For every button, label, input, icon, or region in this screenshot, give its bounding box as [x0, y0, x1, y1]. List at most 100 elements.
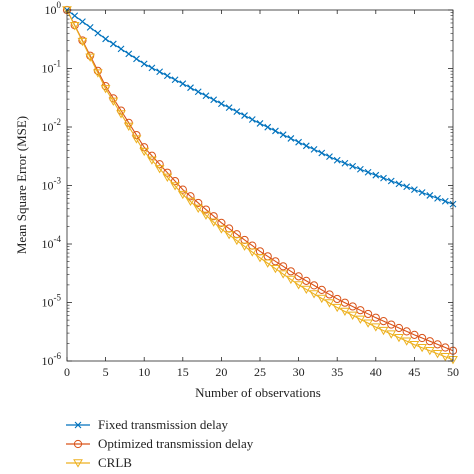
data-point	[301, 285, 312, 295]
data-point	[185, 197, 196, 207]
legend-label: CRLB	[98, 455, 132, 470]
x-tick-label: 45	[408, 365, 420, 379]
x-tick-label: 5	[103, 365, 109, 379]
data-point	[247, 248, 258, 257]
y-tick-label: 10-6	[42, 351, 62, 368]
data-point	[395, 180, 403, 188]
data-point	[332, 303, 343, 313]
data-point	[340, 298, 350, 307]
legend-entry-0: Fixed transmission delay	[66, 417, 228, 432]
x-tick-label: 50	[447, 365, 459, 379]
data-point	[117, 45, 125, 53]
data-point	[147, 156, 157, 165]
data-point	[426, 192, 434, 199]
data-point	[356, 306, 365, 315]
data-point	[133, 55, 140, 63]
data-point	[356, 165, 364, 173]
data-point	[372, 171, 380, 179]
legend-marker	[73, 459, 83, 468]
data-point	[93, 69, 103, 78]
axes: 0 5 10 15 20 25 30 35 40 45 50 100 10-1 10-2 10-3 10-4 1…	[42, 0, 460, 379]
data-point	[108, 97, 119, 106]
data-point	[233, 108, 241, 116]
plot-background	[67, 10, 453, 361]
data-point	[279, 131, 287, 139]
data-point	[340, 307, 350, 317]
data-point	[262, 259, 273, 268]
data-point	[295, 138, 302, 146]
y-tick-label: 10-5	[42, 293, 62, 310]
data-point	[302, 142, 310, 150]
data-point	[287, 135, 295, 142]
data-point	[241, 112, 248, 119]
data-point	[78, 36, 87, 45]
data-point	[370, 323, 381, 332]
data-point	[278, 270, 289, 279]
data-point	[333, 156, 341, 164]
y-tick-label: 10-2	[42, 117, 62, 134]
data-point	[201, 211, 211, 220]
series-group	[62, 5, 458, 365]
data-point	[140, 60, 148, 68]
x-tick-label: 0	[64, 365, 70, 379]
x-axis-label: Number of observations	[195, 385, 321, 400]
data-point	[317, 285, 326, 295]
data-point	[123, 122, 134, 132]
legend-label: Optimized transmission delay	[98, 436, 254, 451]
data-point	[156, 68, 164, 76]
data-point	[216, 225, 227, 234]
data-point	[148, 64, 156, 72]
data-point	[271, 257, 280, 266]
data-point	[440, 353, 451, 362]
data-point	[162, 173, 173, 182]
legend-entry-1: Optimized transmission delay	[66, 436, 254, 451]
series-2	[62, 6, 458, 365]
data-point	[69, 22, 80, 31]
data-point	[333, 294, 342, 304]
data-point	[394, 333, 404, 343]
data-point	[379, 317, 388, 326]
data-point	[100, 85, 111, 94]
data-point	[310, 146, 318, 153]
legend-entry-2: CRLB	[66, 455, 132, 470]
data-point	[432, 350, 443, 359]
legend-label: Fixed transmission delay	[98, 417, 228, 432]
data-point	[270, 264, 281, 274]
data-point	[201, 205, 211, 214]
data-point	[349, 162, 357, 170]
legend-marker	[74, 421, 82, 429]
data-point	[208, 218, 219, 227]
data-point	[210, 96, 218, 104]
data-point	[224, 231, 234, 240]
data-point	[411, 186, 418, 194]
y-axis-label: Mean Square Error (MSE)	[14, 116, 29, 254]
data-point	[102, 35, 109, 43]
data-point	[79, 18, 86, 25]
data-point	[441, 197, 449, 205]
legend-marker	[73, 439, 83, 449]
data-point	[410, 330, 419, 339]
data-point	[272, 127, 279, 135]
data-point	[116, 110, 126, 119]
data-point	[402, 327, 411, 336]
data-point	[418, 189, 426, 196]
x-tick-label: 20	[215, 365, 227, 379]
data-point	[363, 309, 373, 319]
data-point	[186, 192, 195, 201]
data-point	[403, 183, 411, 191]
data-point	[179, 80, 187, 88]
y-tick-label: 10-3	[42, 176, 62, 193]
data-point	[177, 190, 188, 200]
data-point	[86, 23, 94, 31]
data-point	[309, 281, 319, 290]
data-point	[187, 84, 194, 92]
data-point	[371, 313, 380, 322]
data-point	[194, 88, 202, 96]
x-tick-label: 15	[177, 365, 189, 379]
data-point	[225, 224, 234, 233]
data-point	[378, 326, 389, 336]
data-point	[209, 212, 218, 221]
data-point	[418, 333, 427, 343]
data-point	[324, 299, 335, 308]
data-point	[347, 311, 358, 320]
